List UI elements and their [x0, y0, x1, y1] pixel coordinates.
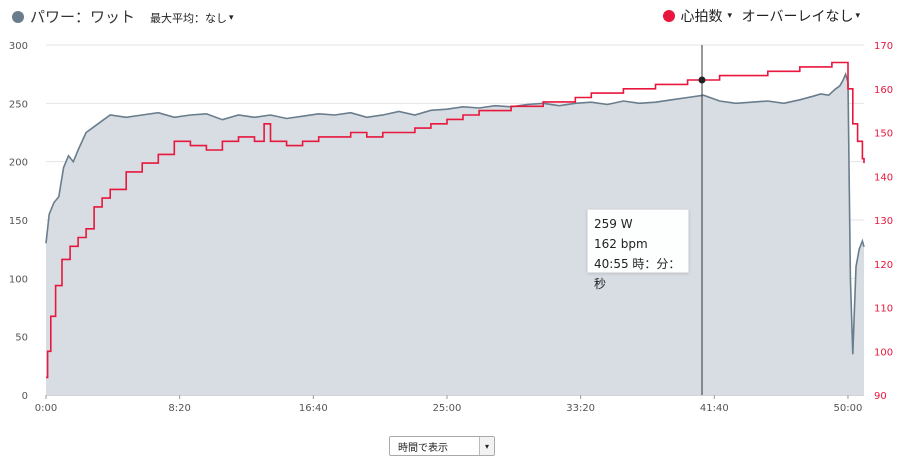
y-right-tick-label: 140 [874, 172, 893, 183]
power-area [46, 74, 864, 395]
x-tick-label: 33:20 [566, 403, 595, 414]
x-tick-label: 41:40 [700, 403, 729, 414]
y-left-tick-label: 0 [22, 391, 28, 402]
x-tick-label: 25:00 [433, 403, 462, 414]
y-left-tick-label: 250 [9, 99, 28, 110]
hover-cursor [698, 45, 706, 395]
max-average-label: 最大平均：なし [150, 12, 227, 25]
chevron-down-icon: ▾ [727, 11, 732, 21]
y-left-tick-label: 100 [9, 274, 28, 285]
view-mode-value: 時間で表示 [398, 442, 448, 454]
power-legend-dot [12, 10, 24, 23]
x-axis-ticks: 0:00 8:20 16:40 25:00 33:20 41:40 50:00 [35, 394, 864, 414]
power-line [45, 71, 865, 355]
y-right-tick-label: 120 [874, 260, 893, 271]
hr-line [46, 61, 865, 379]
hover-tooltip: 259 W 162 bpm 40:55 時：分：秒 [587, 209, 689, 291]
y-right-tick-label: 130 [874, 216, 893, 227]
overlay-label: オーバーレイなし [741, 9, 854, 25]
hr-legend[interactable]: 心拍数 ▾ [663, 6, 732, 26]
x-tick-label: 8:20 [168, 403, 190, 414]
x-tick-label: 0:00 [35, 403, 57, 414]
hr-legend-label: 心拍数 [680, 9, 723, 25]
y-right-tick-label: 170 [874, 41, 893, 52]
tooltip-time: 40:55 時：分：秒 [594, 257, 681, 291]
hr-legend-dot [663, 10, 676, 22]
power-legend[interactable]: パワー：ワット [12, 6, 135, 27]
y-right-tick-label: 160 [874, 85, 893, 96]
x-tick-label: 50:00 [834, 403, 863, 414]
max-average-dropdown[interactable]: 最大平均：なし ▾ [150, 10, 234, 26]
y-right-tick-label: 100 [874, 347, 893, 358]
y-left-tick-label: 150 [9, 216, 28, 227]
power-legend-label: パワー：ワット [30, 8, 136, 26]
chevron-down-icon: ▾ [855, 11, 860, 21]
y-left-tick-label: 200 [9, 158, 28, 169]
tooltip-power: 259 W [594, 217, 633, 231]
view-mode-select[interactable]: 時間で表示 ▾ [389, 436, 495, 456]
y-right-tick-label: 110 [874, 304, 893, 315]
y-left-tick-label: 50 [15, 333, 28, 344]
left-axis-ticks: 0 50 100 150 200 250 300 [9, 41, 28, 402]
overlay-dropdown[interactable]: オーバーレイなし ▾ [742, 6, 860, 26]
y-left-tick-label: 300 [9, 41, 28, 52]
chevron-down-icon: ▾ [479, 437, 494, 455]
chevron-down-icon: ▾ [229, 13, 234, 23]
y-right-tick-label: 90 [874, 391, 887, 402]
chart-header: パワー：ワット 最大平均：なし ▾ 心拍数 ▾ オーバーレイなし ▾ [0, 0, 900, 32]
power-hr-chart[interactable]: 0 50 100 150 200 250 300 90 100 110 120 130 140 150 1… [0, 30, 900, 415]
series-group [45, 61, 865, 395]
y-right-tick-label: 150 [874, 129, 893, 140]
x-tick-label: 16:40 [299, 403, 328, 414]
cursor-marker [698, 76, 706, 84]
tooltip-hr: 162 bpm [594, 237, 648, 251]
right-axis-ticks: 90 100 110 120 130 140 150 160 170 [874, 41, 893, 402]
